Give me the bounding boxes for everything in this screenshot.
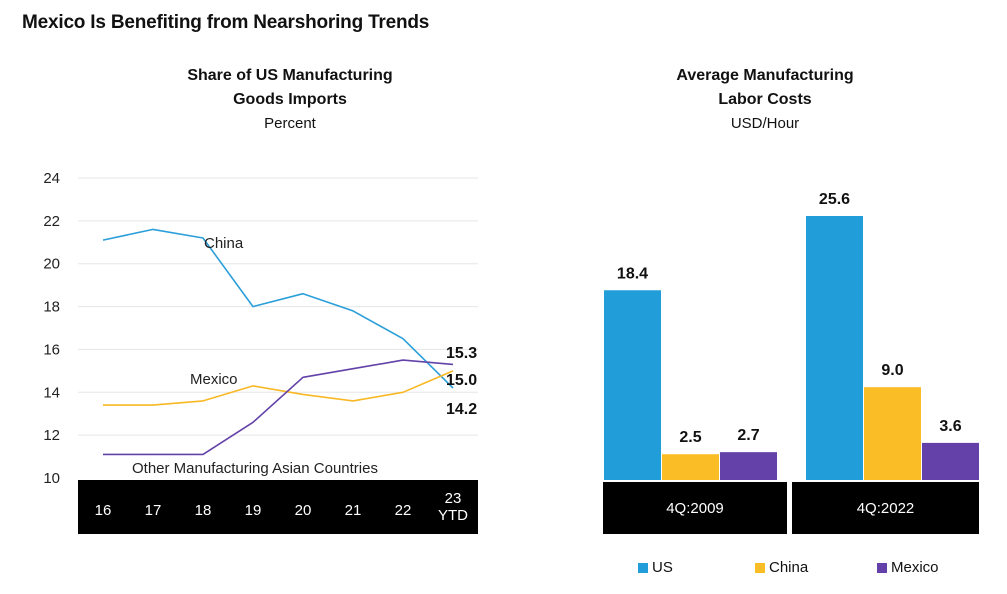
- line-chart-y-tick-label: 20: [43, 256, 60, 273]
- line-chart-y-tick-label: 18: [43, 299, 60, 316]
- line-chart-y-tick-label: 10: [43, 470, 60, 487]
- line-chart-title-line-1: Share of US Manufacturing: [187, 67, 393, 84]
- legend-swatch-china: [755, 562, 765, 573]
- bar-chart-title-line-1: Average Manufacturing: [676, 67, 854, 84]
- bar-us: [604, 290, 661, 480]
- line-chart-x-tick-label: 22: [395, 502, 412, 519]
- bar-chart-title-line-2: Labor Costs: [718, 91, 812, 108]
- bar-category-label: 4Q:2009: [666, 500, 724, 517]
- line-end-value-china: 14.2: [446, 401, 477, 418]
- bar-value-label: 18.4: [617, 265, 648, 282]
- page-title: Mexico Is Benefiting from Nearshoring Tr…: [22, 12, 430, 33]
- bar-china: [662, 454, 719, 480]
- bar-chart-header: Average Manufacturing Labor Costs USD/Ho…: [585, 64, 945, 136]
- legend-item-mexico: Mexico: [877, 559, 939, 576]
- legend-item-china: China: [755, 559, 808, 576]
- line-series-label-other-asian: Other Manufacturing Asian Countries: [132, 460, 378, 477]
- line-series-china: [102, 228, 454, 389]
- line-end-value-mexico: 15.0: [446, 372, 477, 389]
- line-chart-x-tick-label: 16: [95, 502, 112, 519]
- legend-label-mexico: Mexico: [891, 559, 939, 576]
- line-chart-y-tick-label: 24: [43, 170, 60, 187]
- bar-mexico: [720, 452, 777, 480]
- line-chart-x-tick-label: 21: [345, 502, 362, 519]
- line-chart-y-tick-label: 14: [43, 384, 60, 401]
- line-series-mexico: [103, 370, 454, 406]
- bar-group-band: [603, 482, 787, 534]
- line-chart-x-tick-label: 20: [295, 502, 312, 519]
- line-end-value-other-asian: 15.3: [446, 345, 477, 362]
- line-chart-x-tick-label: 23: [445, 490, 462, 507]
- legend-label-china: China: [769, 559, 809, 576]
- bar-category-label: 4Q:2022: [857, 500, 915, 517]
- line-chart-y-tick-label: 12: [43, 427, 60, 444]
- legend-label-us: US: [652, 559, 673, 576]
- line-chart-x-tick-label: 18: [195, 502, 212, 519]
- bar-value-label: 2.5: [679, 429, 701, 446]
- line-chart-title-line-2: Goods Imports: [233, 91, 347, 108]
- line-series-label-china: China: [204, 235, 244, 252]
- legend-item-us: US: [638, 559, 673, 576]
- line-chart-y-tick-label: 22: [43, 213, 60, 230]
- legend-swatch-mexico: [877, 562, 887, 573]
- bar-group-band: [792, 482, 979, 534]
- bar-value-label: 25.6: [819, 191, 850, 208]
- bar-value-label: 9.0: [881, 362, 903, 379]
- line-chart-y-tick-label: 16: [43, 341, 60, 358]
- line-series-other-asian: [103, 359, 454, 456]
- line-chart-x-tick-label: 19: [245, 502, 262, 519]
- line-chart-header: Share of US Manufacturing Goods Imports …: [110, 64, 470, 136]
- line-series-label-mexico: Mexico: [190, 371, 238, 388]
- line-chart-x-axis-band: [78, 480, 478, 534]
- line-chart-x-tick-label: YTD: [438, 507, 468, 524]
- bar-us: [806, 216, 863, 480]
- bar-mexico: [922, 442, 979, 480]
- bar-china: [864, 387, 921, 480]
- bar-value-label: 3.6: [939, 418, 961, 435]
- bar-value-label: 2.7: [737, 427, 759, 444]
- bar-chart-unit: USD/Hour: [730, 115, 800, 132]
- line-chart-unit: Percent: [264, 115, 316, 132]
- line-chart-x-tick-label: 17: [145, 502, 162, 519]
- legend-swatch-us: [638, 562, 648, 573]
